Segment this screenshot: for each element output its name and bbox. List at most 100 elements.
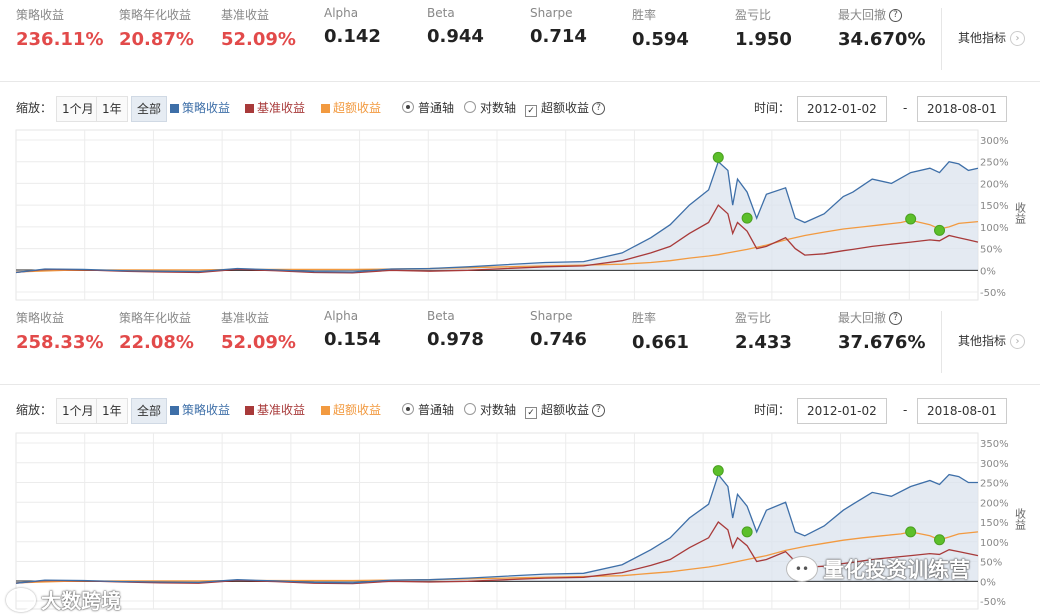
legend-label: 超额收益 [333,101,382,115]
divider [0,81,1040,82]
legend-benchmark[interactable]: 基准收益 [245,398,305,422]
stat-value: 0.142 [324,26,381,47]
legend-swatch [245,104,254,113]
date-to-input[interactable]: 2018-08-01 [917,398,1007,424]
watermark-right: •• 量化投资训练营 [786,554,970,584]
axis-log-radio[interactable]: 对数轴 [464,398,516,422]
checkmark-icon: ✓ [525,407,537,419]
y-tick-label: 50% [980,558,1002,569]
stat-value: 1.950 [735,29,792,50]
series-line [15,204,979,274]
stat-sharpe: Sharpe 0.714 [530,6,587,47]
stat-value: 0.661 [632,332,689,353]
axis-linear-radio[interactable]: 普通轴 [402,96,454,120]
stat-profit-loss-ratio: 盈亏比 1.950 [735,6,792,50]
excess-return-checkbox[interactable]: ✓ 超额收益? [525,96,606,120]
event-marker [934,224,946,236]
y-tick-label: 0% [980,577,996,588]
stat-value: 236.11% [16,29,104,50]
event-marker [712,465,724,477]
stat-label: Sharpe [530,6,573,20]
stat-strategy-return: 策略收益 236.11% [16,6,104,50]
legend-label: 基准收益 [257,101,306,115]
date-dash: - [903,101,908,115]
checkbox-label: 超额收益 [541,403,590,417]
checkbox-label: 超额收益 [541,101,590,115]
watermark-left: 大数跨境 [6,585,121,614]
stat-label: 策略收益 [16,311,65,325]
zoom-1-year-button[interactable]: 1年 [96,96,128,122]
stat-beta: Beta 0.978 [427,309,484,350]
event-marker [905,213,917,225]
y-tick-label: 250% [980,158,1009,169]
radio-label: 普通轴 [418,403,455,417]
more-metrics-button[interactable]: 其他指标 › [958,332,1026,349]
legend-label: 策略收益 [182,403,231,417]
zoom-all-button[interactable]: 全部 [131,96,168,122]
y-tick-label: 250% [980,479,1009,490]
stat-label: 策略收益 [16,8,65,22]
y-tick-label: 300% [980,136,1009,147]
backtest-panel-1: 策略收益 236.11% 策略年化收益 20.87% 基准收益 52.09% Alph… [0,0,1040,303]
legend-label: 策略收益 [182,101,231,115]
stat-benchmark-return: 基准收益 52.09% [221,309,296,353]
stat-value: 37.676% [838,332,926,353]
radio-icon [464,403,476,415]
legend-swatch [170,406,179,415]
excess-return-checkbox[interactable]: ✓ 超额收益? [525,398,606,422]
legend-excess[interactable]: 超额收益 [321,398,381,422]
date-from-input[interactable]: 2012-01-02 [797,398,887,424]
y-tick-label: 150% [980,518,1009,529]
divider [0,384,1040,385]
stat-value: 0.944 [427,26,484,47]
stat-alpha: Alpha 0.154 [324,309,381,350]
legend-label: 基准收益 [257,403,306,417]
time-label: 时间： [754,403,791,417]
help-icon[interactable]: ? [592,102,606,115]
stat-value: 0.594 [632,29,689,50]
axis-log-radio[interactable]: 对数轴 [464,96,516,120]
y-tick-label: -50% [980,288,1006,299]
help-icon[interactable]: ? [592,404,606,417]
zoom-all-button[interactable]: 全部 [131,398,168,424]
event-marker [934,534,946,546]
strategy-area [16,161,978,273]
stat-win-rate: 胜率 0.594 [632,6,689,50]
date-to-input[interactable]: 2018-08-01 [917,96,1007,122]
radio-icon [402,101,414,113]
stat-label: Beta [427,309,455,323]
zoom-1-month-button[interactable]: 1个月 [56,398,100,424]
radio-label: 对数轴 [480,403,517,417]
legend-excess[interactable]: 超额收益 [321,96,381,120]
axis-linear-radio[interactable]: 普通轴 [402,398,454,422]
date-from-input[interactable]: 2012-01-02 [797,96,887,122]
zoom-1-month-button[interactable]: 1个月 [56,96,100,122]
y-tick-label: 300% [980,459,1009,470]
stat-value: 34.670% [838,29,926,50]
watermark-left-text: 大数跨境 [41,589,122,613]
watermark-right-text: 量化投资训练营 [823,558,971,582]
help-icon[interactable]: ? [889,9,903,22]
help-icon[interactable]: ? [889,312,903,325]
legend-benchmark[interactable]: 基准收益 [245,96,305,120]
stat-win-rate: 胜率 0.661 [632,309,689,353]
stat-value: 0.714 [530,26,587,47]
zoom-1-year-button[interactable]: 1年 [96,398,128,424]
stat-label: 盈亏比 [735,8,772,22]
stat-label: 策略年化收益 [119,8,192,22]
legend-strategy[interactable]: 策略收益 [170,398,230,422]
returns-chart[interactable]: 300% 250% 200% 150% 100% 50% 0% -50% 收益 [0,128,1040,302]
y-tick-label: 350% [980,439,1009,450]
y-tick-label: -50% [980,597,1006,608]
series-line [15,521,979,585]
more-metrics-button[interactable]: 其他指标 › [958,29,1026,46]
legend-strategy[interactable]: 策略收益 [170,96,230,120]
stat-value: 52.09% [221,29,296,50]
strategy-area [16,474,978,584]
stat-sharpe: Sharpe 0.746 [530,309,587,350]
stat-label: 策略年化收益 [119,311,192,325]
time-label: 时间： [754,101,791,115]
returns-chart[interactable]: 350% 300% 250% 200% 150% 100% 50% 0% -50% 收益 [0,431,1040,611]
stat-strategy-return: 策略收益 258.33% [16,309,104,353]
stat-alpha: Alpha 0.142 [324,6,381,47]
